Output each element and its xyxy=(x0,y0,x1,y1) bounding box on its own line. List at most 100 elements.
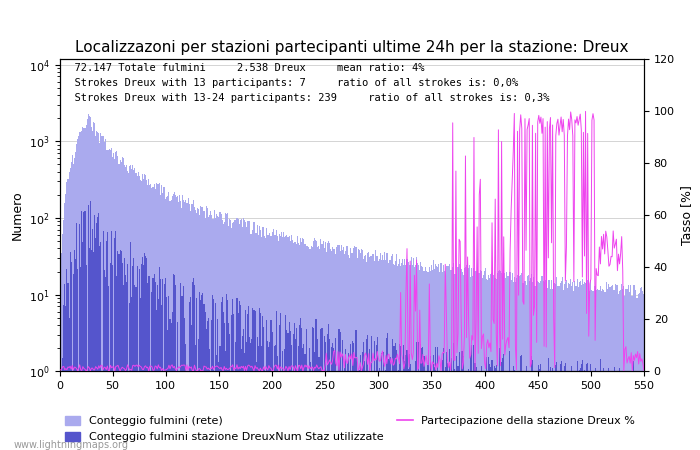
Bar xyxy=(639,293,640,450)
Bar xyxy=(431,404,432,450)
Bar xyxy=(494,366,495,450)
Bar xyxy=(469,265,470,450)
Bar xyxy=(340,332,341,450)
Bar xyxy=(586,280,587,450)
Bar xyxy=(410,265,411,450)
Bar xyxy=(281,379,282,450)
Bar xyxy=(636,297,637,450)
Bar xyxy=(328,324,329,450)
Bar xyxy=(99,246,100,450)
Bar xyxy=(111,231,112,450)
Bar xyxy=(208,318,209,450)
Bar xyxy=(296,244,297,450)
Bar xyxy=(244,354,245,450)
Bar xyxy=(96,131,97,450)
Bar xyxy=(429,267,430,450)
Bar xyxy=(585,283,586,450)
Bar xyxy=(256,362,257,450)
Bar xyxy=(631,413,632,450)
Bar xyxy=(330,249,331,450)
Bar xyxy=(134,285,136,450)
Bar xyxy=(610,286,612,450)
Bar xyxy=(110,263,111,450)
Bar xyxy=(120,162,122,450)
Bar xyxy=(513,282,514,450)
Bar xyxy=(199,216,200,450)
Bar xyxy=(418,265,419,450)
Bar xyxy=(200,300,202,450)
Text: 72.147 Totale fulmini     2.538 Dreux     mean ratio: 4%
  Strokes Dreux with 13: 72.147 Totale fulmini 2.538 Dreux mean r… xyxy=(62,63,550,103)
Bar xyxy=(282,351,284,450)
Bar xyxy=(89,248,90,450)
Bar xyxy=(200,207,202,450)
Bar xyxy=(517,275,518,450)
Bar xyxy=(276,356,278,450)
Bar xyxy=(559,283,561,450)
Bar xyxy=(294,242,295,450)
Bar xyxy=(399,259,400,450)
Bar xyxy=(335,254,336,450)
Bar xyxy=(578,378,579,450)
Bar xyxy=(396,254,397,450)
Bar xyxy=(212,219,213,450)
Bar xyxy=(427,365,428,450)
Bar xyxy=(632,296,633,450)
Bar xyxy=(384,252,385,450)
Bar xyxy=(96,223,97,450)
Bar xyxy=(552,288,553,450)
Bar xyxy=(261,346,262,450)
Bar xyxy=(407,369,409,450)
Bar xyxy=(159,183,160,450)
Bar xyxy=(204,312,206,450)
Bar xyxy=(554,420,555,450)
Bar xyxy=(206,321,208,450)
Bar xyxy=(531,274,532,450)
Bar xyxy=(194,285,195,450)
Bar xyxy=(316,319,317,450)
Bar xyxy=(548,358,549,450)
Bar xyxy=(412,266,413,450)
Bar xyxy=(160,279,161,450)
Bar xyxy=(399,344,400,450)
Bar xyxy=(410,364,411,450)
Bar xyxy=(120,252,122,450)
Bar xyxy=(316,241,317,450)
Bar xyxy=(100,133,102,450)
Bar xyxy=(643,294,645,450)
Bar xyxy=(446,266,447,450)
Bar xyxy=(235,342,237,450)
Bar xyxy=(330,386,331,450)
Bar xyxy=(384,398,385,450)
Bar xyxy=(247,314,248,450)
Bar xyxy=(138,172,139,450)
Bar xyxy=(79,225,81,450)
Bar xyxy=(295,339,296,450)
Bar xyxy=(528,281,530,450)
Bar xyxy=(106,150,107,450)
Bar xyxy=(428,272,429,450)
Bar xyxy=(482,372,483,450)
Bar xyxy=(400,266,401,450)
Bar xyxy=(486,279,487,450)
Bar xyxy=(444,274,446,450)
Bar xyxy=(368,379,370,450)
Bar xyxy=(582,279,583,450)
Bar xyxy=(216,356,217,450)
Bar xyxy=(498,270,499,450)
Bar xyxy=(435,264,436,450)
Bar xyxy=(198,339,200,450)
Bar xyxy=(413,376,414,450)
Bar xyxy=(547,288,548,450)
Bar xyxy=(634,285,635,450)
Bar xyxy=(317,247,318,450)
Bar xyxy=(69,167,71,450)
Bar xyxy=(545,391,546,450)
Bar xyxy=(541,276,542,450)
Bar xyxy=(144,252,145,450)
Bar xyxy=(539,283,540,450)
Bar xyxy=(169,201,171,450)
Bar xyxy=(318,357,319,450)
Bar xyxy=(421,348,422,450)
Bar xyxy=(300,318,301,450)
Bar xyxy=(89,116,90,450)
